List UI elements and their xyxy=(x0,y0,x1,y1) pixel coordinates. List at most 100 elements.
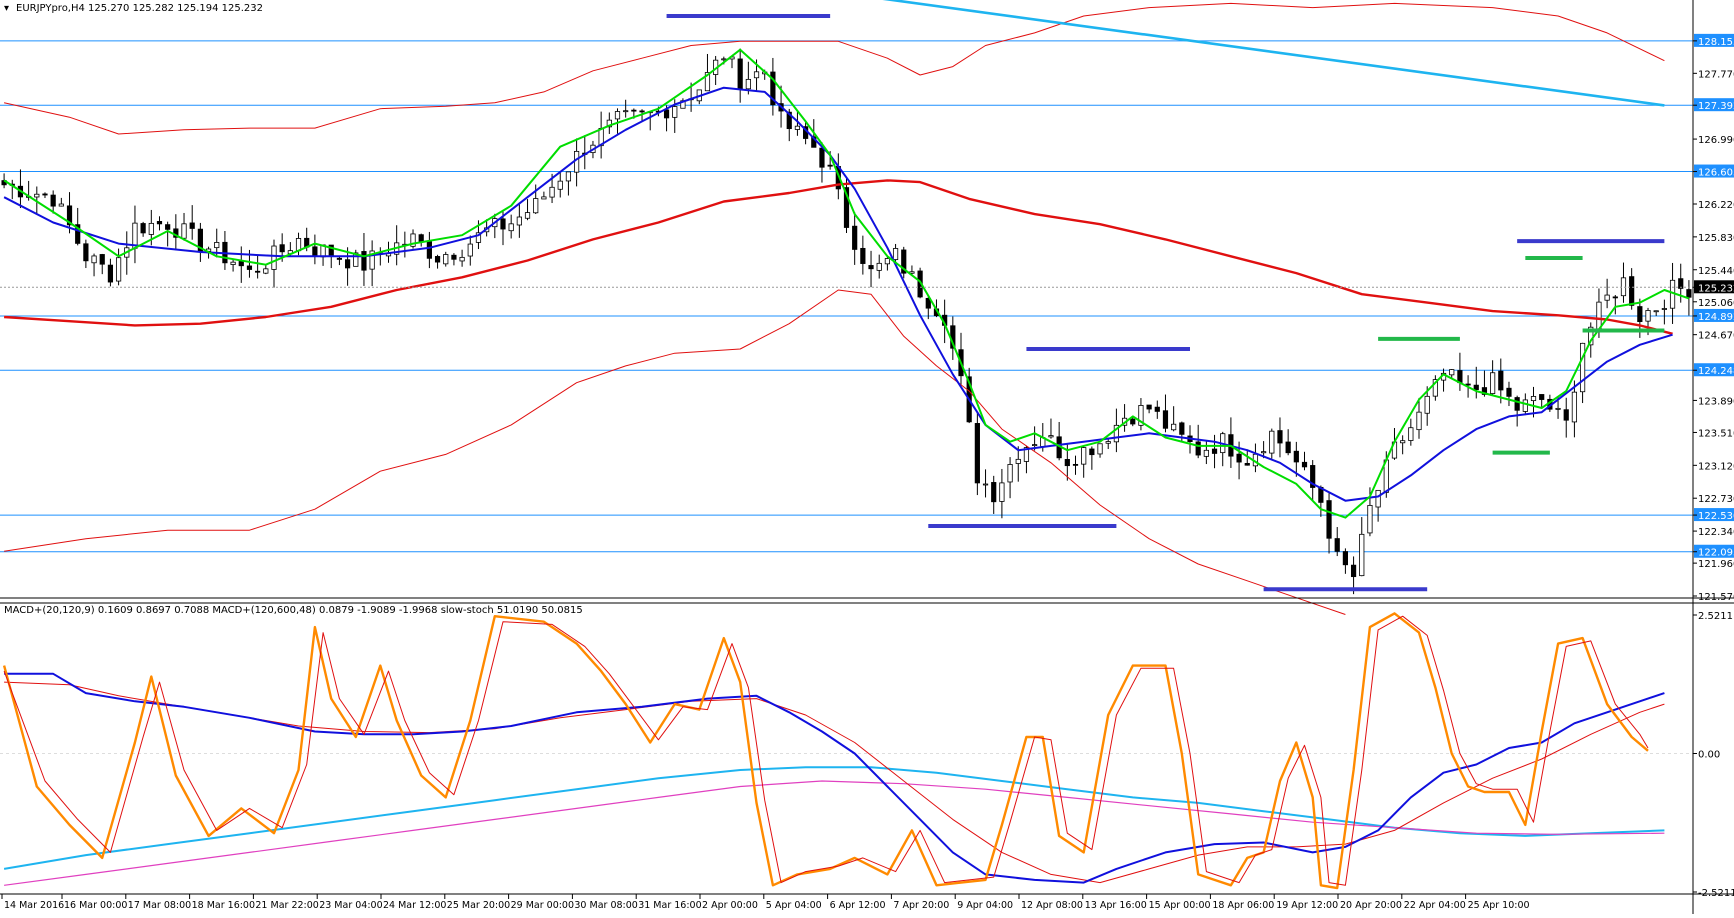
candle-body xyxy=(34,193,40,198)
moving-average-blue-line xyxy=(3,86,1673,502)
candle xyxy=(1620,262,1627,303)
time-tick-label: 14 Mar 2016 xyxy=(4,900,64,911)
candle xyxy=(1506,381,1512,407)
candle xyxy=(369,240,375,287)
main-pane-header-arrow[interactable]: ▾ xyxy=(4,3,9,14)
candle xyxy=(1310,460,1316,501)
bollinger-upper-line xyxy=(3,2,1665,135)
price-tick-label: 125.232 xyxy=(1698,283,1734,294)
candle-body xyxy=(606,119,612,128)
candle-body xyxy=(770,71,776,106)
time-tick-label: 22 Apr 04:00 xyxy=(1404,900,1466,911)
candle xyxy=(1342,548,1349,574)
price-tick-label: 126.990 xyxy=(1698,135,1734,146)
time-tick-label: 24 Mar 12:00 xyxy=(383,900,446,911)
candle xyxy=(1539,394,1545,408)
candle-body xyxy=(107,264,114,283)
candle-body xyxy=(426,241,432,259)
time-tick-label: 23 Mar 04:00 xyxy=(319,900,382,911)
candle-body xyxy=(827,164,833,167)
candle-body xyxy=(1424,395,1430,414)
candle xyxy=(312,234,318,265)
candle-body xyxy=(737,58,743,91)
candle-body xyxy=(557,180,563,190)
candle-body xyxy=(1612,296,1618,299)
candle xyxy=(704,53,711,92)
candle-body xyxy=(418,234,424,243)
candle xyxy=(1130,416,1136,427)
candle xyxy=(1171,406,1177,432)
candle xyxy=(34,186,40,214)
price-tick-label: 127.392 xyxy=(1698,101,1734,112)
price-tick-label: 124.892 xyxy=(1698,312,1734,323)
candle xyxy=(533,184,539,215)
candle-body xyxy=(1490,372,1496,394)
price-tick-label: 124.670 xyxy=(1698,331,1734,342)
price-tick-label: 123.890 xyxy=(1698,396,1734,407)
time-tick-label: 12 Apr 08:00 xyxy=(1021,900,1083,911)
candle-body xyxy=(1408,427,1414,441)
candle-body xyxy=(541,196,547,200)
candle xyxy=(1424,386,1430,426)
candle xyxy=(1416,397,1422,439)
main-pane-header: EURJPYpro,H4 125.270 125.282 125.194 125… xyxy=(16,3,263,14)
candle xyxy=(1400,435,1406,455)
level-price-tag xyxy=(1694,508,1734,522)
candle xyxy=(991,475,997,514)
candle xyxy=(901,246,907,279)
candle-body xyxy=(1571,391,1578,423)
candle xyxy=(1179,421,1185,443)
indicator-scale[interactable]: 2.5211 0.00 -2.5211 xyxy=(1693,611,1734,899)
candle-body xyxy=(263,268,269,274)
candle-body xyxy=(1604,294,1610,301)
candle xyxy=(1629,268,1635,310)
candle xyxy=(508,214,514,239)
candle-body xyxy=(1473,384,1479,390)
main-price-scale[interactable]: 128.155 127.770 127.392 126.990 126.605 126.2… xyxy=(1693,33,1734,603)
candle-body xyxy=(1285,441,1291,454)
candle xyxy=(75,207,81,246)
time-tick-label: 18 Apr 06:00 xyxy=(1212,900,1274,911)
candle-body xyxy=(811,136,817,148)
candle xyxy=(434,254,441,269)
candle xyxy=(925,296,931,320)
candle xyxy=(1661,299,1667,325)
candle xyxy=(353,249,359,267)
candle xyxy=(156,216,163,231)
candle-body xyxy=(852,225,858,250)
time-tick-label: 9 Apr 04:00 xyxy=(957,900,1013,911)
candle-body xyxy=(1097,443,1103,455)
candle xyxy=(410,229,416,249)
candle-body xyxy=(434,256,441,263)
candle-body xyxy=(631,109,637,112)
candle-body xyxy=(721,58,727,61)
candle xyxy=(467,235,473,266)
candle xyxy=(1023,445,1030,474)
candle xyxy=(1007,457,1013,499)
candle-body xyxy=(1449,369,1455,376)
price-tick-label: 126.605 xyxy=(1698,168,1734,179)
candle-body xyxy=(1154,406,1160,412)
time-axis[interactable]: 14 Mar 2016 16 Mar 00:00 17 Mar 08:00 18 Ma… xyxy=(1,894,1530,911)
candle-body xyxy=(1375,489,1381,508)
price-tick-label: 121.960 xyxy=(1698,559,1734,570)
candle-body xyxy=(271,245,277,270)
candle xyxy=(1579,342,1586,404)
price-tick-label: 123.510 xyxy=(1698,428,1734,439)
candle-body xyxy=(1522,399,1528,412)
candle xyxy=(1653,310,1659,316)
indicator-pane-header: MACD+(20,120,9) 0.1609 0.8697 0.7088 MAC… xyxy=(4,605,583,616)
candle-body xyxy=(1293,450,1299,463)
candle xyxy=(606,112,612,134)
candle-body xyxy=(1048,435,1054,438)
candle xyxy=(1089,446,1095,470)
candle xyxy=(263,264,269,275)
candle xyxy=(1072,455,1079,475)
candle-body xyxy=(1359,533,1365,577)
candle-body xyxy=(50,194,56,207)
time-tick-label: 18 Mar 16:00 xyxy=(192,900,255,911)
candle-body xyxy=(1661,308,1667,310)
time-tick-label: 21 Mar 22:00 xyxy=(255,900,318,911)
candle-body xyxy=(246,265,253,270)
